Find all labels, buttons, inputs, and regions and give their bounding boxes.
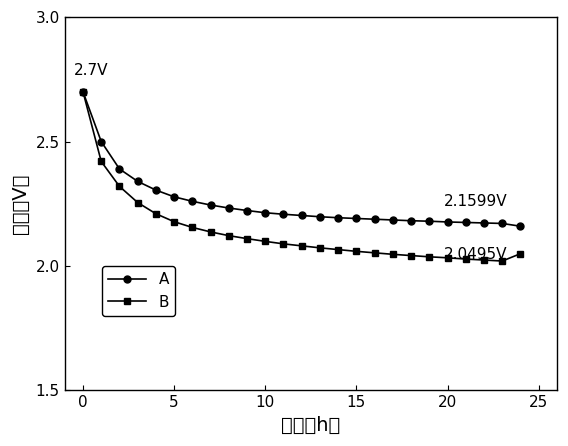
- A: [98, 139, 105, 144]
- Text: 2.1599V: 2.1599V: [444, 194, 508, 209]
- B: [152, 211, 159, 216]
- B: [499, 258, 506, 264]
- B: [426, 254, 433, 260]
- A: [189, 198, 196, 204]
- B: [371, 250, 378, 256]
- B: [225, 233, 232, 238]
- Y-axis label: 电压（V）: 电压（V）: [11, 173, 30, 234]
- A: [353, 216, 360, 221]
- Text: 2.7V: 2.7V: [74, 63, 108, 78]
- B: [189, 225, 196, 230]
- A: [371, 217, 378, 222]
- A: [462, 220, 469, 225]
- A: [80, 89, 86, 95]
- B: [116, 184, 123, 189]
- A: [444, 219, 451, 225]
- B: [444, 255, 451, 260]
- B: [481, 257, 487, 263]
- A: [171, 194, 178, 199]
- B: [80, 89, 86, 95]
- X-axis label: 时间（h）: 时间（h）: [281, 416, 340, 435]
- Line: A: A: [80, 88, 524, 230]
- B: [462, 256, 469, 262]
- B: [353, 249, 360, 254]
- B: [134, 200, 141, 205]
- A: [481, 220, 487, 226]
- B: [262, 239, 269, 244]
- B: [98, 159, 105, 164]
- B: [390, 252, 396, 257]
- A: [499, 221, 506, 226]
- A: [244, 208, 250, 213]
- A: [152, 187, 159, 193]
- A: [408, 218, 415, 223]
- B: [408, 253, 415, 258]
- B: [244, 236, 250, 241]
- A: [335, 215, 341, 220]
- A: [134, 179, 141, 184]
- A: [298, 213, 305, 218]
- A: [426, 219, 433, 224]
- B: [207, 229, 214, 235]
- Legend: A, B: A, B: [102, 266, 175, 316]
- B: [335, 247, 341, 252]
- A: [116, 166, 123, 172]
- B: [316, 245, 323, 251]
- A: [225, 205, 232, 211]
- A: [207, 202, 214, 208]
- B: [298, 243, 305, 248]
- A: [262, 210, 269, 215]
- Text: 2.0495V: 2.0495V: [444, 247, 507, 262]
- B: [517, 251, 524, 256]
- Line: B: B: [80, 88, 524, 264]
- A: [316, 214, 323, 219]
- A: [517, 223, 524, 229]
- A: [280, 211, 287, 217]
- B: [280, 241, 287, 247]
- A: [390, 217, 396, 223]
- B: [171, 219, 178, 224]
